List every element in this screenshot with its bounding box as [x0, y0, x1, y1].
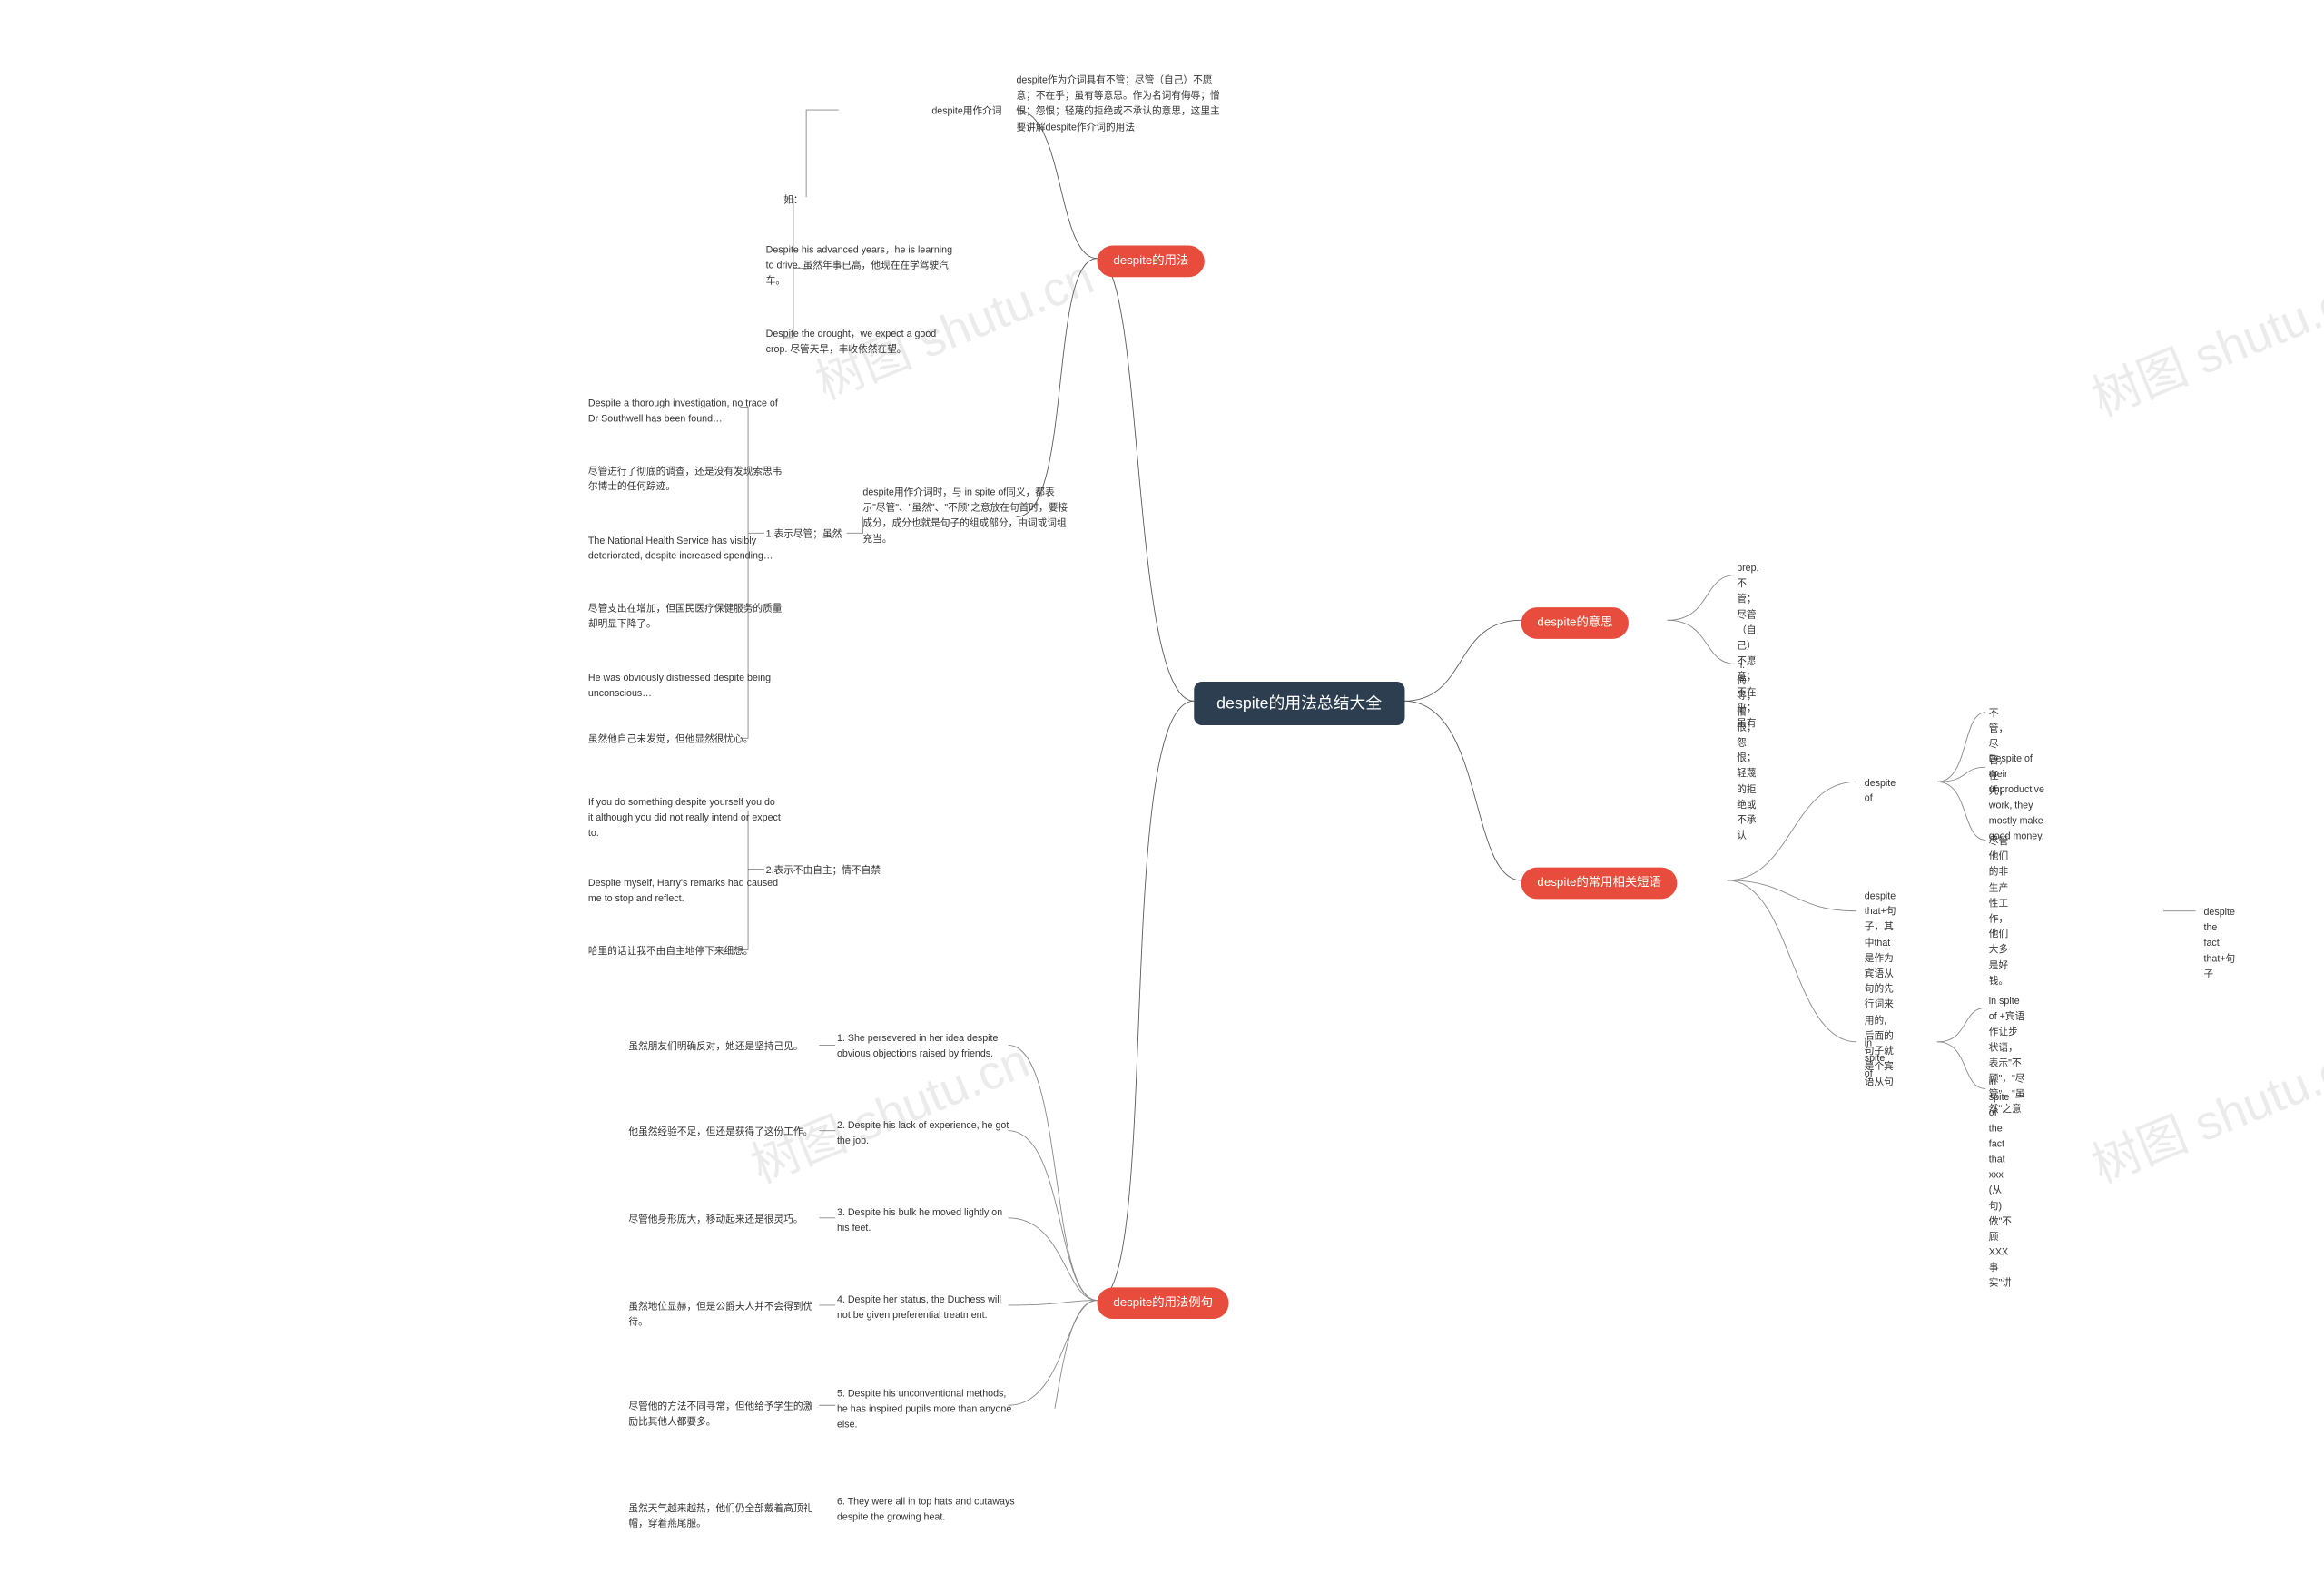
connector-layer [580, 0, 2324, 1409]
leaf-ex1-3: 尽管进行了彻底的调查，还是没有发现索思韦尔博士的任何踪迹。 [588, 464, 783, 495]
leaf-sent-en-0: 1. She persevered in her idea despite ob… [837, 1030, 1015, 1061]
leaf-sent-zh-2: 尽管他身形庞大，移动起来还是很灵巧。 [629, 1212, 803, 1227]
branch-examples[interactable]: despite的用法例句 [1098, 1287, 1229, 1318]
watermark: 树图 shutu.cn [2081, 254, 2324, 429]
leaf-examples-intro: 如： [784, 192, 803, 208]
leaf-phrase-despiteof-2: 尽管他们的非生产性工作，他们大多是好钱。 [1989, 833, 2008, 988]
leaf-phrase-despiteof-1: Despite of their unproductive work, they… [1989, 752, 2044, 844]
leaf-ex1-6: He was obviously distressed despite bein… [588, 671, 783, 702]
leaf-phrase-inspiteof: in spite of [1865, 1036, 1886, 1082]
leaf-phrase-inspiteof-1: in spite of the fact that xxx (从句)做"不顾XX… [1989, 1074, 2012, 1291]
leaf-ex2-0: If you do something despite yourself you… [588, 795, 783, 841]
leaf-sent-en-5: 6. They were all in top hats and cutaway… [837, 1494, 1015, 1525]
leaf-ex1-5: 尽管支出在增加，但国民医疗保健服务的质量却明显下降了。 [588, 601, 783, 632]
leaf-ex1-0: Despite his advanced years，he is learnin… [766, 242, 960, 289]
watermark: 树图 shutu.cn [2081, 1022, 2324, 1197]
leaf-sent-zh-5: 虽然天气越来越热，他们仍全部戴着高顶礼帽，穿着燕尾服。 [629, 1500, 815, 1531]
leaf-ex1-4: The National Health Service has visibly … [588, 533, 783, 564]
leaf-ex1-1: Despite the drought，we expect a good cro… [766, 326, 960, 357]
leaf-ex1-7: 虽然他自己未发觉，但他显然很忧心。 [588, 732, 753, 747]
leaf-sent-zh-4: 尽管他的方法不同寻常，但他给予学生的激励比其他人都要多。 [629, 1399, 815, 1430]
branch-phrases[interactable]: despite的常用相关短语 [1521, 868, 1678, 899]
branch-usage[interactable]: despite的用法 [1098, 245, 1206, 276]
leaf-meaning-1: n. 侮辱；憎恨；怨恨；轻蔑的拒绝或不承认 [1738, 657, 1757, 843]
leaf-ex1-2: Despite a thorough investigation, no tra… [588, 396, 783, 427]
leaf-ex2-1: Despite myself, Harry's remarks had caus… [588, 876, 783, 907]
leaf-usage-prep-desc: despite作为介词具有不管；尽管（自己）不愿意；不在乎；虽有等意思。作为名词… [1017, 73, 1226, 134]
root-node[interactable]: despite的用法总结大全 [1195, 682, 1405, 725]
leaf-phrase-that-chain0: despite the fact that+句子 [2204, 905, 2236, 982]
leaf-sent-zh-3: 虽然地位显赫，但是公爵夫人并不会得到优待。 [629, 1299, 815, 1330]
leaf-ex2-2: 哈里的话让我不由自主地停下来细想。 [588, 943, 753, 959]
branch-meaning[interactable]: despite的意思 [1521, 607, 1630, 638]
leaf-sent-en-1: 2. Despite his lack of experience, he go… [837, 1117, 1015, 1148]
leaf-sub2-label: 2.表示不由自主；情不自禁 [766, 862, 881, 878]
leaf-sent-zh-1: 他虽然经验不足，但还是获得了这份工作。 [629, 1125, 813, 1140]
leaf-usage-prep-label: despite用作介词 [841, 103, 1002, 119]
leaf-usage-desc2: despite用作介词时，与 in spite of同义，都表示"尽管"、"虽然… [863, 485, 1073, 546]
leaf-sent-en-2: 3. Despite his bulk he moved lightly on … [837, 1205, 1015, 1236]
leaf-sent-en-3: 4. Despite her status, the Duchess will … [837, 1293, 1015, 1323]
leaf-phrase-despiteof: despite of [1865, 775, 1896, 806]
leaf-sent-zh-0: 虽然朋友们明确反对，她还是坚持己见。 [629, 1038, 803, 1054]
leaf-sent-en-4: 5. Despite his unconventional methods, h… [837, 1386, 1015, 1432]
